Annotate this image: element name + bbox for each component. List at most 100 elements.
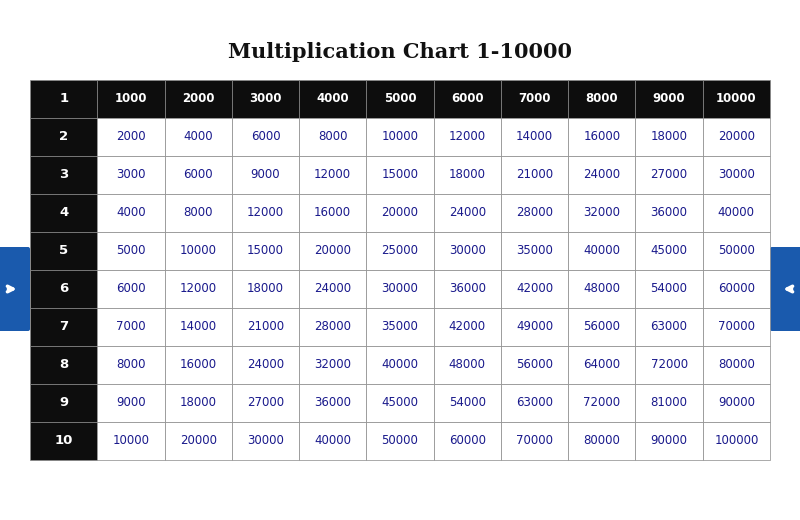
Bar [165, 80, 232, 118]
Text: 10000: 10000 [180, 244, 217, 257]
Text: 6000: 6000 [116, 282, 146, 295]
Text: 24000: 24000 [583, 168, 620, 181]
Text: 15000: 15000 [247, 244, 284, 257]
Bar [434, 232, 501, 270]
Bar [501, 270, 568, 308]
Text: 50000: 50000 [382, 435, 418, 448]
Text: 42000: 42000 [516, 282, 553, 295]
Bar [299, 232, 366, 270]
Text: 56000: 56000 [516, 358, 553, 371]
Bar [98, 156, 165, 194]
Text: 12000: 12000 [247, 206, 284, 219]
Bar [635, 156, 702, 194]
Bar [98, 308, 165, 346]
Text: 30000: 30000 [247, 435, 284, 448]
Bar [98, 194, 165, 232]
Bar [30, 270, 98, 308]
Text: 24000: 24000 [449, 206, 486, 219]
Text: 27000: 27000 [650, 168, 688, 181]
Bar [165, 384, 232, 422]
Bar [30, 308, 98, 346]
Text: 7000: 7000 [116, 320, 146, 333]
Bar [366, 422, 434, 460]
Bar [434, 194, 501, 232]
Text: 54000: 54000 [650, 282, 687, 295]
Text: 1: 1 [59, 93, 68, 106]
Bar [635, 118, 702, 156]
Bar [366, 80, 434, 118]
Text: 8: 8 [59, 358, 68, 371]
Text: 5000: 5000 [116, 244, 146, 257]
Bar [98, 346, 165, 384]
Bar [232, 422, 299, 460]
Bar [702, 346, 770, 384]
Text: 12000: 12000 [449, 131, 486, 144]
Bar [635, 308, 702, 346]
Text: 50000: 50000 [718, 244, 755, 257]
Text: 54000: 54000 [449, 396, 486, 410]
Bar [299, 346, 366, 384]
Text: 20000: 20000 [718, 131, 755, 144]
Text: 49000: 49000 [516, 320, 553, 333]
Bar [165, 270, 232, 308]
Text: 36000: 36000 [314, 396, 351, 410]
Text: 56000: 56000 [583, 320, 620, 333]
Text: 3000: 3000 [116, 168, 146, 181]
Text: 8000: 8000 [318, 131, 347, 144]
Bar [165, 422, 232, 460]
Text: 16000: 16000 [583, 131, 620, 144]
Bar [702, 422, 770, 460]
Bar [98, 422, 165, 460]
Bar [702, 80, 770, 118]
Text: 3000: 3000 [250, 93, 282, 106]
Bar [98, 80, 165, 118]
Bar [568, 270, 635, 308]
Bar [30, 384, 98, 422]
Bar [635, 422, 702, 460]
Bar [30, 118, 98, 156]
Bar [434, 270, 501, 308]
Bar [434, 422, 501, 460]
Bar [98, 118, 165, 156]
Text: 9: 9 [59, 396, 68, 410]
Bar [232, 384, 299, 422]
Bar [568, 346, 635, 384]
Bar [232, 346, 299, 384]
Bar [165, 308, 232, 346]
Bar [635, 80, 702, 118]
Text: 35000: 35000 [382, 320, 418, 333]
Bar [501, 346, 568, 384]
Text: 4: 4 [59, 206, 68, 219]
Text: Multiplication Chart 1-10000: Multiplication Chart 1-10000 [228, 42, 572, 62]
Bar [702, 308, 770, 346]
Text: 35000: 35000 [516, 244, 553, 257]
Text: 90000: 90000 [718, 396, 755, 410]
Bar [702, 232, 770, 270]
Text: 60000: 60000 [718, 282, 755, 295]
Text: 6000: 6000 [451, 93, 483, 106]
Bar [635, 384, 702, 422]
Bar [501, 80, 568, 118]
Text: 63000: 63000 [650, 320, 687, 333]
Bar [702, 384, 770, 422]
Text: 70000: 70000 [516, 435, 553, 448]
Bar [568, 422, 635, 460]
Text: 4000: 4000 [317, 93, 349, 106]
Text: 6000: 6000 [250, 131, 280, 144]
Bar [299, 156, 366, 194]
Text: 28000: 28000 [314, 320, 351, 333]
Text: 42000: 42000 [449, 320, 486, 333]
Text: 7000: 7000 [518, 93, 550, 106]
Bar [635, 232, 702, 270]
Bar [366, 156, 434, 194]
Text: 12000: 12000 [180, 282, 217, 295]
Text: 8000: 8000 [116, 358, 146, 371]
Bar [232, 308, 299, 346]
Bar [366, 118, 434, 156]
Text: 6000: 6000 [183, 168, 213, 181]
Bar [165, 194, 232, 232]
Text: 64000: 64000 [583, 358, 620, 371]
Bar [501, 384, 568, 422]
Text: 16000: 16000 [180, 358, 217, 371]
Bar [30, 156, 98, 194]
